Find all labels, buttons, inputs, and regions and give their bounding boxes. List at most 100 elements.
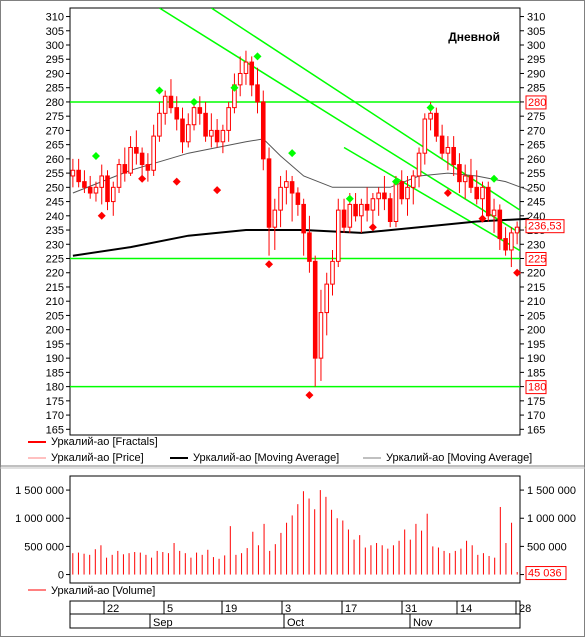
- candle-body: [203, 112, 208, 137]
- candle-body: [214, 129, 220, 143]
- candle-body: [480, 186, 485, 200]
- fractal-down-marker: [265, 260, 274, 269]
- candle-body: [347, 203, 353, 228]
- candle-body: [335, 209, 341, 262]
- trend-channel-line: [159, 8, 520, 235]
- date-axis-month-label: Sep: [153, 617, 173, 629]
- candle-body: [399, 181, 405, 200]
- volume-tick-label-left: 0: [58, 570, 64, 582]
- candle-body: [376, 192, 381, 200]
- candle-body: [180, 118, 185, 143]
- candle-body: [278, 186, 283, 211]
- y-tick-label-left: 195: [46, 339, 64, 351]
- candle-body: [191, 107, 197, 126]
- fractal-down-marker: [138, 174, 147, 183]
- candle-body: [76, 169, 81, 183]
- y-tick-label-left: 190: [46, 353, 64, 365]
- fractal-down-marker: [513, 268, 522, 277]
- y-tick-label-right: 185: [527, 367, 545, 379]
- volume-tick-label-right: 1 500 000: [527, 485, 576, 497]
- moving-average-short-line: [72, 138, 529, 194]
- candle-body: [122, 164, 128, 174]
- candle-body: [497, 209, 503, 240]
- y-tick-label-left: 250: [46, 182, 64, 194]
- y-tick-label-right: 250: [527, 182, 545, 194]
- candle-body: [157, 112, 162, 137]
- candle-body: [422, 118, 428, 154]
- price-tag-box: [525, 252, 547, 267]
- candle-body: [324, 283, 330, 314]
- y-tick-label-right: 215: [527, 282, 545, 294]
- fractal-down-marker: [172, 177, 181, 186]
- price-tag-label: 280: [528, 97, 546, 109]
- y-tick-label-right: 170: [527, 410, 545, 422]
- candle-body: [445, 146, 451, 154]
- candle-body: [82, 181, 87, 188]
- y-tick-label-right: 270: [527, 125, 545, 137]
- candle-body: [503, 238, 508, 251]
- candle-body: [387, 198, 393, 223]
- y-tick-label-left: 210: [46, 296, 64, 308]
- volume-plot-area: [69, 475, 521, 584]
- price-tag-box: [525, 380, 547, 395]
- date-axis-day-label: 14: [460, 603, 472, 615]
- y-tick-label-left: 275: [46, 111, 64, 123]
- y-tick-label-right: 275: [527, 111, 545, 123]
- date-axis-day-label: 5: [167, 603, 173, 615]
- candle-body: [99, 175, 105, 188]
- fractal-down-marker: [443, 189, 452, 198]
- candle-body: [341, 209, 347, 228]
- y-tick-label-right: 175: [527, 396, 545, 408]
- y-tick-label-right: 205: [527, 310, 545, 322]
- y-tick-label-left: 260: [46, 154, 64, 166]
- y-tick-label-left: 270: [46, 125, 64, 137]
- candle-body: [295, 192, 301, 205]
- candle-body: [197, 107, 203, 114]
- candle-body: [162, 95, 168, 114]
- candle-body: [370, 198, 376, 211]
- y-tick-label-right: 190: [527, 353, 545, 365]
- date-axis-day-label: 31: [405, 603, 417, 615]
- candle-body: [87, 186, 93, 194]
- volume-tick-label-left: 1 500 000: [15, 485, 64, 497]
- y-tick-label-left: 300: [46, 40, 64, 52]
- y-tick-label-right: 295: [527, 54, 545, 66]
- trend-channel-line: [210, 8, 520, 212]
- y-tick-label-left: 230: [46, 239, 64, 251]
- candle-body: [318, 312, 324, 359]
- candle-body: [105, 175, 110, 203]
- candle-body: [174, 107, 180, 120]
- price-tag-label: 225: [528, 254, 546, 266]
- candle-body: [93, 186, 99, 194]
- candle-body: [382, 192, 387, 200]
- candle-body: [70, 169, 76, 177]
- price-tag-box: [525, 95, 547, 110]
- y-tick-label-left: 255: [46, 168, 64, 180]
- candle-body: [145, 164, 151, 171]
- candle-body: [289, 181, 295, 194]
- y-tick-label-right: 220: [527, 268, 545, 280]
- candle-body: [237, 72, 243, 86]
- y-tick-label-left: 310: [46, 12, 64, 24]
- candle-body: [410, 175, 416, 188]
- candle-body: [260, 101, 266, 160]
- y-tick-label-left: 175: [46, 396, 64, 408]
- date-axis-day-label: 3: [285, 603, 291, 615]
- candle-body: [468, 175, 474, 188]
- volume-legend-label: Уркалий-ао [Volume]: [51, 585, 155, 597]
- candle-body: [249, 61, 255, 86]
- date-axis-day-label: 19: [225, 603, 237, 615]
- y-tick-label-left: 245: [46, 197, 64, 209]
- y-tick-label-left: 305: [46, 26, 64, 38]
- price-tag-box: [525, 219, 565, 234]
- y-tick-label-left: 200: [46, 325, 64, 337]
- fractal-down-marker: [305, 391, 314, 400]
- fractal-up-marker: [91, 152, 100, 161]
- y-tick-label-left: 265: [46, 140, 64, 152]
- candle-body: [226, 107, 231, 131]
- fractal-up-marker: [345, 194, 354, 203]
- date-axis-month-label: Oct: [287, 617, 304, 629]
- fractal-up-marker: [391, 177, 400, 186]
- chart-title: Дневной: [448, 30, 500, 44]
- candle-body: [393, 181, 399, 222]
